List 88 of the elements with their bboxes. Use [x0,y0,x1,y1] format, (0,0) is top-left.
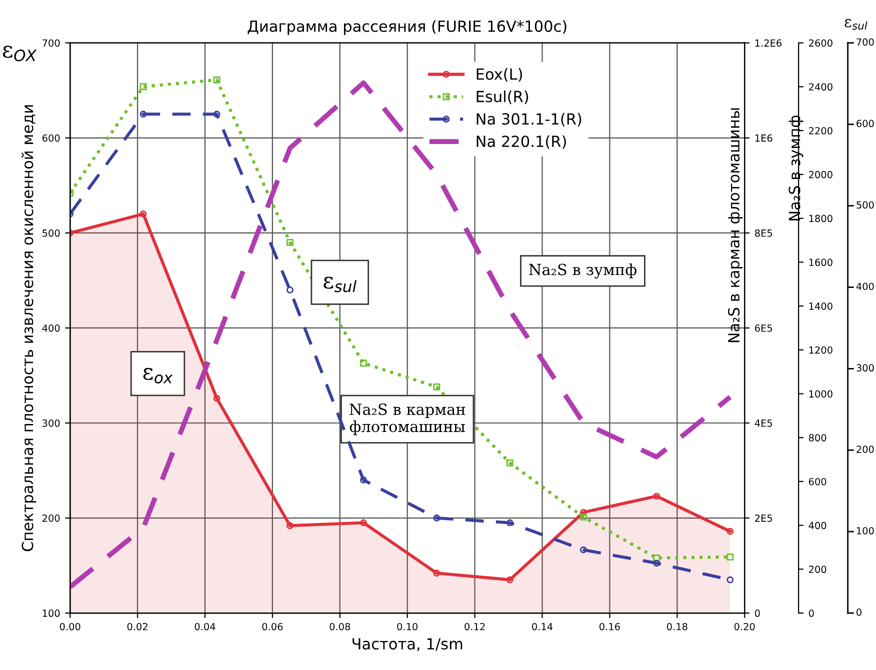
point [286,286,294,294]
y3-tick-label: 600 [808,478,826,486]
text: ε$_{OX}$ [2,46,37,62]
legend-label: Eox(L) [476,68,522,82]
y2-tick-label: 0 [754,610,760,617]
point [433,383,440,390]
annotation: Na₂S в зумпф [529,263,636,278]
annotation: Na₂S в карман флотомашины [350,404,466,436]
y-tick-label: 200 [42,514,60,522]
text: 100 [856,527,874,534]
point [360,360,367,367]
y2-tick-label: 4E5 [754,420,772,427]
point [506,576,514,584]
point [726,554,734,560]
y-tick-label: 700 [42,39,60,47]
point [213,76,220,84]
point [140,110,147,118]
point [580,514,587,521]
legend-label: Na 220.1(R) [476,135,566,149]
y-axis-title: Спектральная плотность извлечения окисленной меди [22,105,36,552]
x-tick-label: 0.10 [397,622,418,630]
x-tick-label: 0.00 [60,622,80,630]
y3-tick-label: 1800 [809,214,832,222]
point [286,522,294,530]
text: 0 [856,608,862,616]
y3-tick-label: 2000 [808,170,832,178]
text: 500 [856,201,874,209]
legend-label: Na 301.1-1(R) [476,112,582,127]
x-tick-label: 0.08 [330,622,350,630]
y3-tick-label: 2400 [808,83,832,91]
point [506,459,514,466]
y-tick-label: 400 [42,324,60,332]
y2-tick-label: 1E6 [755,134,772,142]
y2-tick-label: 1.2E6 [755,39,782,47]
y3-tick-label: 1000 [809,390,832,398]
point [506,519,514,526]
point [726,528,734,535]
y-tick-label: 100 [42,610,60,617]
y3-tick-label: 200 [808,566,826,574]
text: ε$_{sul}$ [844,19,868,30]
x-tick-label: 0.20 [734,622,755,630]
point [360,519,367,526]
point [653,554,660,562]
y3-tick-label: 400 [808,522,826,530]
annotation: ε$_{sul}$ [324,276,356,292]
text: 600 [856,120,874,128]
y2-tick-label: 6E5 [755,324,772,332]
point [580,546,587,554]
x-tick-label: 0.04 [194,622,216,630]
y3-tick-label: 800 [808,434,826,442]
point [140,83,147,90]
y2-tick-label: 2E5 [755,514,772,522]
point [433,514,440,522]
point [726,576,734,584]
chart-title: Диаграмма рассеяния (FURIE 16V*100c) [248,20,566,35]
annotation: ε$_{ox}$ [143,368,173,384]
legend-label: Esul(R) [476,90,528,104]
x-tick-label: 0.16 [600,622,620,630]
text: 400 [856,282,874,290]
x-tick-label: 0.06 [262,622,283,630]
x-tick-label: 0.14 [532,622,553,630]
y3-tick-label: 2600 [808,39,832,47]
x-axis-title: Частота, 1/sm [352,638,462,652]
point [433,570,440,577]
y3-tick-label: 2200 [808,127,832,134]
point [653,492,660,500]
point [213,110,220,118]
point [653,560,660,567]
point [140,210,147,218]
y3-tick-label: 1200 [809,346,832,354]
point [213,394,220,402]
y2-axis-title: Na₂S в карман флотомашины [728,108,743,342]
point [360,476,367,484]
y-tick-label: 300 [42,419,60,427]
y3-tick-label: 1400 [809,302,832,310]
text: 300 [856,364,874,372]
text: 700 [856,38,874,46]
point [580,508,587,516]
point [286,238,294,246]
y2-tick-label: 8E5 [754,229,772,237]
x-tick-label: 0.12 [464,622,485,630]
x-tick-label: 0.02 [127,622,148,630]
text: 200 [856,446,874,453]
x-tick-label: 0.18 [666,622,688,630]
y-tick-label: 600 [42,134,60,142]
y3-tick-label: 1600 [809,258,832,266]
y3-tick-label: 0 [808,610,814,617]
y-tick-label: 500 [42,229,60,237]
